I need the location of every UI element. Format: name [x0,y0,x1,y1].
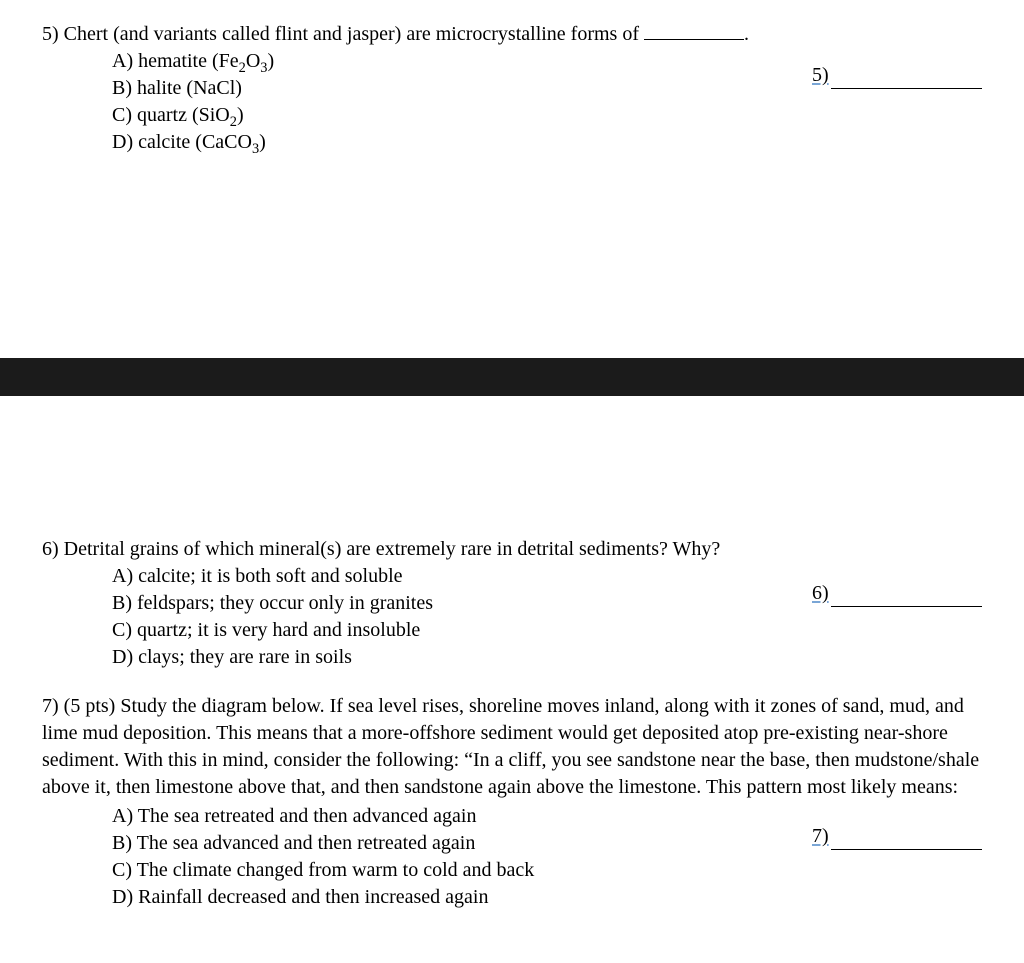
section-divider [0,358,1024,396]
q7-option-a[interactable]: A) The sea retreated and then advanced a… [112,803,800,830]
q6-option-c[interactable]: C) quartz; it is very hard and insoluble [112,617,800,644]
q5-stem-prefix: Chert (and variants called flint and jas… [64,23,644,45]
q7-option-c[interactable]: C) The climate changed from warm to cold… [112,857,800,884]
q7-answer-number: 7) [812,823,829,850]
q6-option-d[interactable]: D) clays; they are rare in soils [112,644,800,671]
q7-stem-block: 7) (5 pts) Study the diagram below. If s… [42,693,982,801]
q7-option-b[interactable]: B) The sea advanced and then retreated a… [112,830,800,857]
q6-answer-area: 6) [812,536,982,607]
spacer-above-divider [0,208,1024,358]
q5-option-b[interactable]: B) halite (NaCl) [112,75,800,102]
q7-options: A) The sea retreated and then advanced a… [42,803,800,911]
q5-option-a[interactable]: A) hematite (Fe2O3) [112,48,800,75]
page-bottom: 6) Detrital grains of which mineral(s) a… [0,536,1024,963]
q6-options: A) calcite; it is both soft and soluble … [42,563,800,671]
q7-answer-area: 7) [812,803,982,850]
q6-option-b[interactable]: B) feldspars; they occur only in granite… [112,590,800,617]
q5-number: 5) [42,23,59,45]
q7-number: 7) [42,695,59,717]
q5-answer-area: 5) [812,18,982,89]
question-5: 5) Chert (and variants called flint and … [42,18,982,156]
q5-answer-number: 5) [812,62,829,89]
q5-fill-blank[interactable] [644,18,744,40]
q7-option-d[interactable]: D) Rainfall decreased and then increased… [112,884,800,911]
question-7: 7) (5 pts) Study the diagram below. If s… [42,693,982,911]
q7-pts: (5 pts) [64,695,116,717]
spacer-below-divider [0,396,1024,536]
q5-answer-blank[interactable] [831,68,982,89]
q7-stem: Study the diagram below. If sea level ri… [42,695,979,798]
q6-number: 6) [42,538,59,560]
q6-option-a[interactable]: A) calcite; it is both soft and soluble [112,563,800,590]
q5-stem-suffix: . [744,23,749,45]
q6-stem: Detrital grains of which mineral(s) are … [64,538,721,560]
q6-stem-line: 6) Detrital grains of which mineral(s) a… [42,536,800,563]
q5-option-d[interactable]: D) calcite (CaCO3) [112,129,800,156]
page-top: 5) Chert (and variants called flint and … [0,0,1024,208]
q7-answer-blank[interactable] [831,829,982,850]
q6-answer-blank[interactable] [831,586,982,607]
question-6: 6) Detrital grains of which mineral(s) a… [42,536,982,671]
q5-option-c[interactable]: C) quartz (SiO2) [112,102,800,129]
q5-options: A) hematite (Fe2O3) B) halite (NaCl) C) … [42,48,800,156]
q5-stem: 5) Chert (and variants called flint and … [42,18,800,48]
q6-answer-number: 6) [812,580,829,607]
